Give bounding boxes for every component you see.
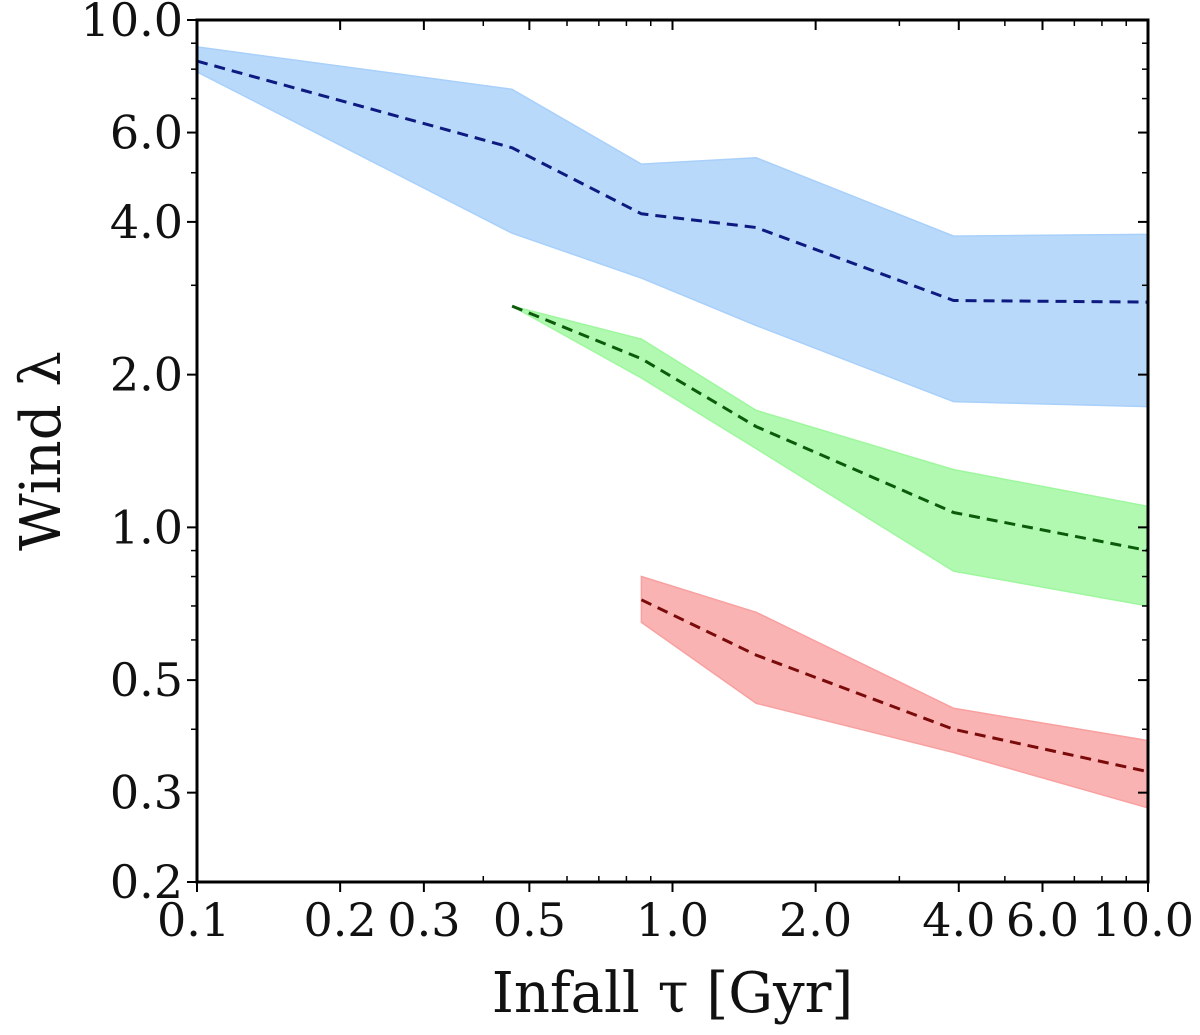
major-ticks bbox=[187, 19, 1149, 892]
x-tick-label: 10.0 bbox=[1092, 893, 1194, 947]
x-tick-label: 0.3 bbox=[387, 893, 460, 947]
y-tick-label: 2.0 bbox=[110, 348, 183, 402]
x-tick-label: 4.0 bbox=[922, 893, 995, 947]
y-tick-label: 1.0 bbox=[110, 500, 183, 554]
plot-frame bbox=[195, 18, 1150, 884]
x-tick-labels: 0.1 0.2 0.3 0.5 1.0 2.0 4.0 6.0 10.0 bbox=[157, 893, 1194, 947]
red-median-line bbox=[640, 598, 1149, 774]
x-tick-label: 0.1 bbox=[157, 893, 230, 947]
x-tick-label: 2.0 bbox=[779, 893, 852, 947]
green-median-line bbox=[511, 304, 1149, 553]
x-tick-label: 1.0 bbox=[636, 893, 709, 947]
y-tick-label: 0.3 bbox=[110, 766, 183, 820]
y-tick-label: 0.2 bbox=[110, 855, 183, 909]
x-axis-title: Infall τ [Gyr] bbox=[492, 961, 854, 1026]
confidence-bands bbox=[196, 46, 1149, 809]
median-lines bbox=[196, 59, 1149, 774]
y-tick-label: 0.5 bbox=[110, 653, 183, 707]
y-tick-labels: 0.2 0.3 0.5 1.0 2.0 4.0 6.0 10.0 bbox=[81, 0, 183, 909]
blue-median-line bbox=[196, 59, 1149, 304]
y-axis-title: Wind λ bbox=[9, 351, 74, 551]
y-tick-label: 6.0 bbox=[110, 106, 183, 160]
x-tick-label: 0.2 bbox=[304, 893, 377, 947]
x-tick-label: 0.5 bbox=[493, 893, 566, 947]
x-tick-label: 6.0 bbox=[1006, 893, 1079, 947]
y-tick-label: 10.0 bbox=[81, 0, 183, 47]
red-band bbox=[640, 575, 1149, 809]
y-tick-label: 4.0 bbox=[110, 195, 183, 249]
